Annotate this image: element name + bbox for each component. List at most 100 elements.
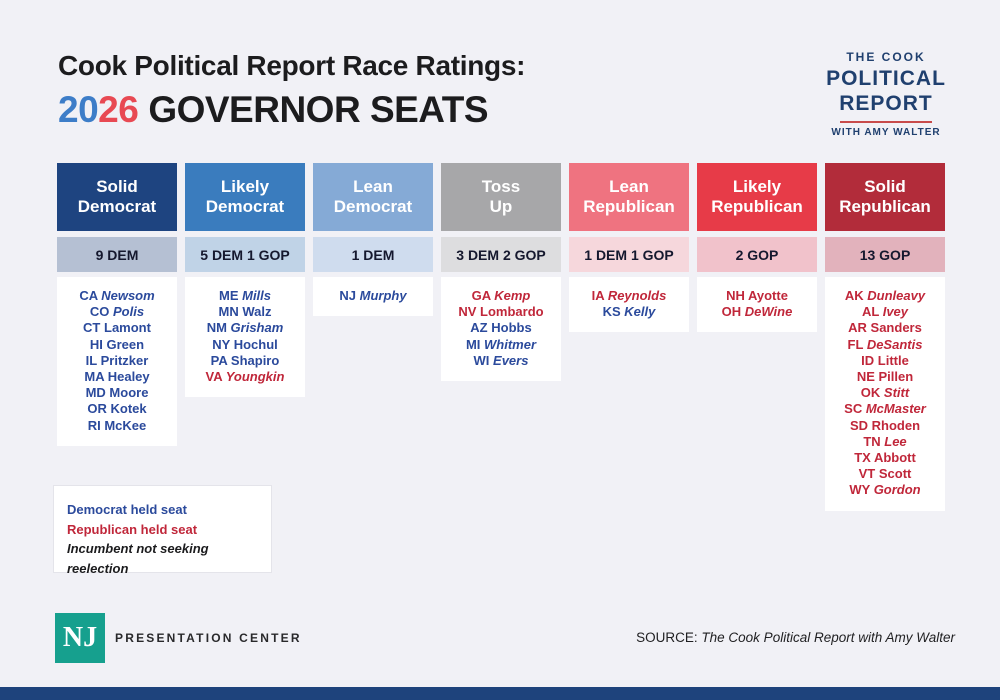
state-list: CA Newsom CO Polis CT Lamont HI Green IL Pri… <box>57 277 177 446</box>
state-row: PA Shapiro <box>187 353 303 369</box>
rating-label-line1: Toss <box>481 176 521 196</box>
page-title-line2: 2026 GOVERNOR SEATS <box>58 89 525 131</box>
governor-name: Shapiro <box>230 352 280 368</box>
rating-column: Solid Democrat 9 DEM CA Newsom CO Polis CT… <box>57 163 177 446</box>
logo-the-cook: THE COOK <box>846 50 926 64</box>
bottom-accent-bar <box>0 687 1000 700</box>
governor-name: McKee <box>104 417 147 433</box>
rating-category-header: Likely Republican <box>697 163 817 231</box>
legend-republican-held: Republican held seat <box>67 521 198 537</box>
state-abbr: NH <box>726 288 748 303</box>
rating-category-header: Toss Up <box>441 163 561 231</box>
governor-name: Ayotte <box>747 288 788 303</box>
rating-category-header: Solid Democrat <box>57 163 177 231</box>
rating-label-line2: Up <box>489 197 513 216</box>
rating-category-header: Lean Democrat <box>313 163 433 231</box>
rating-column: Likely Democrat 5 DEM 1 GOP ME Mills MN W… <box>185 163 305 398</box>
rating-label-line2: Democrat <box>205 197 285 216</box>
rating-label-line1: Likely <box>220 176 270 196</box>
state-list: NH Ayotte OH DeWine <box>697 277 817 333</box>
state-abbr: AZ <box>470 320 492 336</box>
state-row: NM Grisham <box>187 320 303 336</box>
governor-name: Whitmer <box>484 336 537 352</box>
seat-count-badge: 2 GOP <box>697 237 817 272</box>
rating-category-header: Lean Republican <box>569 163 689 231</box>
state-abbr: AK <box>844 288 868 303</box>
state-abbr: NJ <box>339 288 360 303</box>
state-abbr: NM <box>206 320 231 336</box>
governor-name: Murphy <box>359 288 407 303</box>
state-row: VT Scott <box>827 466 943 482</box>
rating-label-line1: Lean <box>353 176 393 196</box>
rating-column: Lean Democrat 1 DEM NJ Murphy <box>313 163 433 317</box>
state-row: RI McKee <box>59 418 175 434</box>
state-row: AK Dunleavy <box>827 288 943 304</box>
logo-red-rule <box>840 121 932 123</box>
logo-with-amy-walter: WITH AMY WALTER <box>831 127 941 138</box>
state-row: HI Green <box>59 337 175 353</box>
governor-name: Healey <box>107 369 150 385</box>
state-abbr: PA <box>210 352 231 368</box>
state-abbr: SC <box>844 401 866 417</box>
state-row: NE Pillen <box>827 369 943 385</box>
seat-count-badge: 5 DEM 1 GOP <box>185 237 305 272</box>
governor-name: Dunleavy <box>867 288 926 303</box>
governor-name: Sanders <box>870 320 922 336</box>
state-abbr: WI <box>473 352 494 368</box>
cook-political-report-logo: THE COOK POLITICAL REPORT WITH AMY WALTE… <box>816 50 956 138</box>
nj-logo: NJ <box>55 613 105 663</box>
rating-label-line2: Democrat <box>77 197 157 216</box>
source-name: The Cook Political Report with Amy Walte… <box>701 630 955 645</box>
governor-name: Kelly <box>624 304 656 320</box>
state-abbr: MN <box>218 304 243 320</box>
governor-name: Evers <box>493 352 529 368</box>
state-abbr: TX <box>854 450 874 466</box>
state-row: VA Youngkin <box>187 369 303 385</box>
seat-count-badge: 3 DEM 2 GOP <box>441 237 561 272</box>
state-row: SC McMaster <box>827 401 943 417</box>
state-row: CT Lamont <box>59 320 175 336</box>
rating-column: Solid Republican 13 GOP AK Dunleavy AL Iv… <box>825 163 945 511</box>
source-prefix: SOURCE: <box>636 630 702 645</box>
title-year-first: 20 <box>58 89 99 130</box>
governor-name: Lamont <box>104 320 151 336</box>
page-title-line1: Cook Political Report Race Ratings: <box>58 50 526 81</box>
state-abbr: CO <box>89 304 114 320</box>
state-abbr: SD <box>849 417 872 433</box>
rating-category-header: Likely Democrat <box>185 163 305 231</box>
rating-column: Likely Republican 2 GOP NH Ayotte OH DeWi… <box>697 163 817 333</box>
governor-name: McMaster <box>865 401 926 417</box>
state-list: NJ Murphy <box>313 277 433 317</box>
governor-name: Hobbs <box>491 320 532 336</box>
governor-name: Walz <box>242 304 272 320</box>
state-row: GA Kemp <box>443 288 559 304</box>
seat-count-badge: 1 DEM <box>313 237 433 272</box>
state-row: MN Walz <box>187 304 303 320</box>
state-row: WY Gordon <box>827 482 943 498</box>
governor-name: Grisham <box>230 320 284 336</box>
governor-name: DeSantis <box>866 336 923 352</box>
rating-column: Lean Republican 1 DEM 1 GOP IA Reynolds K… <box>569 163 689 333</box>
governor-name: Little <box>877 352 909 368</box>
state-row: OH DeWine <box>699 304 815 320</box>
rating-label-line1: Likely <box>732 176 782 196</box>
governor-name: Youngkin <box>225 369 285 385</box>
state-list: GA Kemp NV Lombardo AZ Hobbs MI Whitmer WI E… <box>441 277 561 382</box>
state-abbr: NV <box>458 304 481 320</box>
state-row: NV Lombardo <box>443 304 559 320</box>
rating-label-line2: Democrat <box>333 197 413 216</box>
state-abbr: VT <box>858 466 879 482</box>
governor-name: Kemp <box>494 288 531 303</box>
governor-name: Abbott <box>873 450 916 466</box>
state-abbr: OK <box>860 385 884 401</box>
rating-label-line1: Solid <box>864 176 906 196</box>
governor-name: Hochul <box>233 336 278 352</box>
state-row: NH Ayotte <box>699 288 815 304</box>
rating-label-line2: Republican <box>711 197 803 216</box>
state-row: MI Whitmer <box>443 337 559 353</box>
state-abbr: IA <box>591 288 608 303</box>
logo-political: POLITICAL <box>826 67 946 90</box>
presentation-center-label: PRESENTATION CENTER <box>115 631 302 645</box>
state-row: SD Rhoden <box>827 418 943 434</box>
governor-name: Ivey <box>882 304 909 320</box>
